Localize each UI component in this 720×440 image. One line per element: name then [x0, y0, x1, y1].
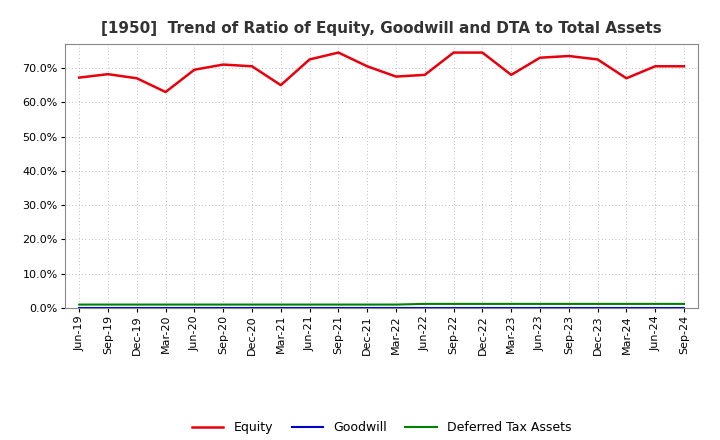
- Deferred Tax Assets: [680, 301, 688, 307]
- Goodwill: [104, 305, 112, 311]
- Goodwill: [334, 305, 343, 311]
- Deferred Tax Assets: [478, 301, 487, 307]
- Equity: [104, 72, 112, 77]
- Equity: [276, 83, 285, 88]
- Equity: [420, 72, 429, 77]
- Deferred Tax Assets: [622, 301, 631, 307]
- Deferred Tax Assets: [651, 301, 660, 307]
- Goodwill: [305, 305, 314, 311]
- Goodwill: [564, 305, 573, 311]
- Equity: [680, 64, 688, 69]
- Goodwill: [536, 305, 544, 311]
- Deferred Tax Assets: [75, 302, 84, 307]
- Equity: [132, 76, 141, 81]
- Deferred Tax Assets: [420, 301, 429, 307]
- Equity: [507, 72, 516, 77]
- Equity: [392, 74, 400, 79]
- Equity: [305, 57, 314, 62]
- Deferred Tax Assets: [161, 302, 170, 307]
- Equity: [161, 89, 170, 95]
- Deferred Tax Assets: [564, 301, 573, 307]
- Equity: [449, 50, 458, 55]
- Title: [1950]  Trend of Ratio of Equity, Goodwill and DTA to Total Assets: [1950] Trend of Ratio of Equity, Goodwil…: [102, 21, 662, 36]
- Equity: [363, 64, 372, 69]
- Equity: [219, 62, 228, 67]
- Goodwill: [420, 305, 429, 311]
- Deferred Tax Assets: [305, 302, 314, 307]
- Goodwill: [132, 305, 141, 311]
- Goodwill: [449, 305, 458, 311]
- Deferred Tax Assets: [132, 302, 141, 307]
- Deferred Tax Assets: [536, 301, 544, 307]
- Deferred Tax Assets: [507, 301, 516, 307]
- Deferred Tax Assets: [190, 302, 199, 307]
- Goodwill: [276, 305, 285, 311]
- Goodwill: [478, 305, 487, 311]
- Equity: [334, 50, 343, 55]
- Goodwill: [392, 305, 400, 311]
- Goodwill: [651, 305, 660, 311]
- Equity: [536, 55, 544, 60]
- Deferred Tax Assets: [334, 302, 343, 307]
- Equity: [190, 67, 199, 72]
- Goodwill: [190, 305, 199, 311]
- Deferred Tax Assets: [449, 301, 458, 307]
- Deferred Tax Assets: [248, 302, 256, 307]
- Goodwill: [680, 305, 688, 311]
- Legend: Equity, Goodwill, Deferred Tax Assets: Equity, Goodwill, Deferred Tax Assets: [187, 416, 576, 439]
- Goodwill: [161, 305, 170, 311]
- Line: Equity: Equity: [79, 52, 684, 92]
- Equity: [651, 64, 660, 69]
- Goodwill: [593, 305, 602, 311]
- Deferred Tax Assets: [363, 302, 372, 307]
- Deferred Tax Assets: [104, 302, 112, 307]
- Goodwill: [363, 305, 372, 311]
- Equity: [478, 50, 487, 55]
- Goodwill: [219, 305, 228, 311]
- Equity: [75, 75, 84, 80]
- Equity: [248, 64, 256, 69]
- Equity: [593, 57, 602, 62]
- Goodwill: [248, 305, 256, 311]
- Deferred Tax Assets: [219, 302, 228, 307]
- Deferred Tax Assets: [276, 302, 285, 307]
- Goodwill: [507, 305, 516, 311]
- Equity: [564, 53, 573, 59]
- Deferred Tax Assets: [392, 302, 400, 307]
- Equity: [622, 76, 631, 81]
- Deferred Tax Assets: [593, 301, 602, 307]
- Goodwill: [622, 305, 631, 311]
- Goodwill: [75, 305, 84, 311]
